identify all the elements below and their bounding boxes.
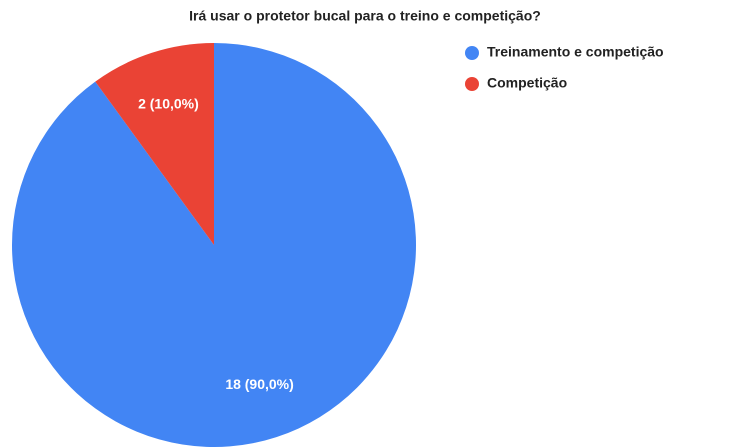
legend-label: Competição [487, 75, 567, 91]
legend-swatch [465, 46, 479, 60]
pie-slice [11, 43, 416, 447]
legend-label: Treinamento e competição [487, 44, 664, 60]
legend-swatch [465, 77, 479, 91]
pie-slice [95, 43, 214, 245]
slice-label: 2 (10,0%) [138, 95, 199, 111]
chart-title: Irá usar o protetor bucal para o treino … [189, 8, 541, 24]
slice-label: 18 (90,0%) [225, 376, 293, 392]
